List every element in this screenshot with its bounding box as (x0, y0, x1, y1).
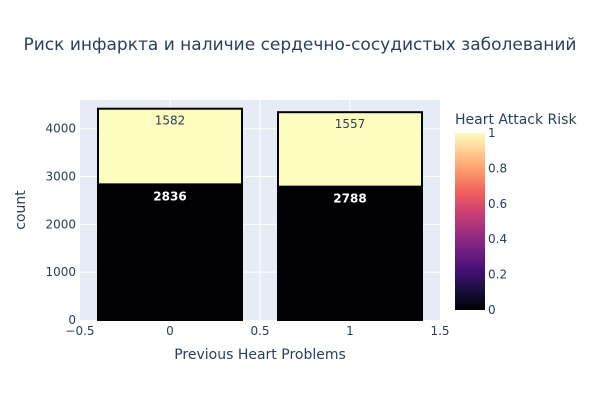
y-tick-label: 3000 (45, 170, 76, 184)
x-tick-label: 0 (166, 324, 174, 338)
x-tick-label: 1 (346, 324, 354, 338)
colorbar-tick-label: 0.8 (488, 161, 507, 175)
bar-value-label: 2788 (333, 192, 366, 206)
bar-segment-risk-1 (277, 111, 423, 188)
x-tick-labels: −0.5 0 0.5 1 1.5 (65, 324, 449, 338)
colorbar-tick-label: 0.2 (488, 268, 507, 282)
y-tick-label: 1000 (45, 265, 76, 279)
chart-title: Риск инфаркта и наличие сердечно-сосудис… (24, 35, 577, 55)
bar-value-label: 1582 (155, 114, 186, 128)
bar-segment-risk-0 (97, 183, 243, 321)
bar-segment-risk-1 (97, 107, 243, 186)
y-tick-label: 4000 (45, 122, 76, 136)
bar-value-label: 1557 (335, 117, 366, 131)
colorbar-tick-label: 0 (488, 303, 496, 317)
y-tick-label: 2000 (45, 217, 76, 231)
bars (97, 107, 423, 321)
colorbar-tick-label: 0.6 (488, 197, 507, 211)
colorbar-tick-label: 0.4 (488, 232, 507, 246)
colorbar (455, 133, 485, 310)
bar-segment-risk-0 (277, 185, 423, 321)
y-tick-label: 0 (68, 313, 76, 327)
x-tick-label: 0.5 (250, 324, 269, 338)
x-axis-title: Previous Heart Problems (174, 347, 346, 363)
y-axis-title: count (13, 190, 29, 230)
y-tick-labels: 0 1000 2000 3000 4000 (45, 122, 76, 327)
colorbar-title: Heart Attack Risk (455, 112, 577, 128)
colorbar-tick-label: 1 (488, 126, 496, 140)
colorbar-tick-labels: 0 0.2 0.4 0.6 0.8 1 (488, 126, 507, 317)
x-tick-label: 1.5 (430, 324, 449, 338)
x-tick-label: −0.5 (65, 324, 94, 338)
bar-labels: 2836 1582 2788 1557 (153, 114, 366, 206)
bar-value-label: 2836 (153, 189, 186, 203)
